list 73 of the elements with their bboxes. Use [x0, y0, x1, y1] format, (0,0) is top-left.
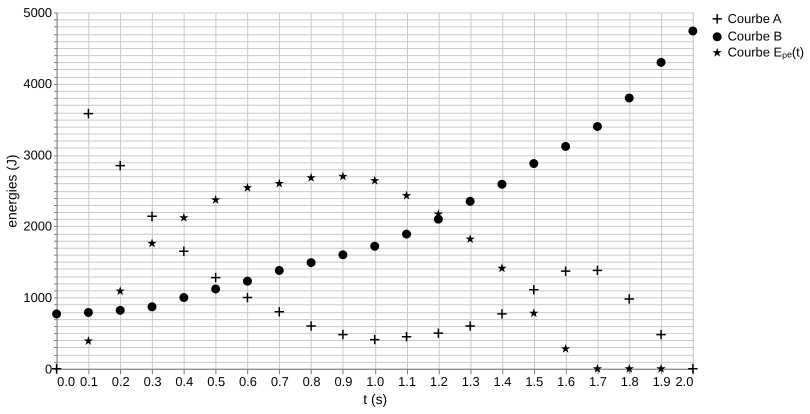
point: [624, 294, 635, 304]
point: [656, 329, 667, 340]
point: [624, 93, 634, 102]
x-tick-label: 1.9: [652, 374, 671, 390]
point: [370, 242, 380, 251]
point: [210, 272, 222, 284]
point: [369, 334, 380, 346]
point: [687, 363, 698, 374]
point: [148, 302, 157, 312]
x-tick-label: 0.9: [334, 374, 352, 390]
point: [242, 276, 252, 286]
point: [401, 331, 412, 342]
point: [529, 159, 538, 168]
y-tick-label: 3000: [23, 147, 52, 162]
x-tick-label: 1.5: [525, 374, 544, 390]
point: [178, 246, 190, 257]
point: [528, 284, 540, 296]
point: [338, 250, 348, 260]
x-tick-label: 1.8: [620, 374, 639, 390]
x-tick-label: 0.3: [144, 374, 162, 390]
x-tick-label: 1.6: [557, 374, 576, 390]
point: [306, 258, 316, 268]
y-axis-title: energies (J): [3, 154, 20, 228]
point: [560, 266, 572, 277]
point: [211, 284, 220, 294]
x-tick-label: 1.1: [398, 374, 416, 390]
x-tick-label: 0.1: [80, 374, 98, 390]
point: [497, 180, 506, 189]
y-tick-label: 4000: [23, 76, 52, 92]
point: [464, 320, 476, 332]
x-tick-label: 1.7: [588, 374, 607, 390]
point: [179, 293, 188, 302]
point: [656, 58, 666, 67]
point: [274, 306, 285, 318]
x-tick-label: 1.0: [366, 374, 384, 390]
point: [116, 306, 125, 315]
y-tick-label: 1000: [23, 290, 52, 305]
point: [274, 266, 284, 275]
point: [337, 329, 348, 340]
y-tick-label: 0: [44, 361, 52, 376]
y-tick-label: 2000: [23, 218, 52, 234]
point: [561, 142, 570, 151]
point: [592, 264, 603, 276]
x-tick-label: 0.8: [302, 374, 321, 390]
point: [242, 292, 253, 303]
legend-label: Courbe Eₚₑ(t): [728, 44, 804, 61]
x-tick-label: 1.3: [462, 374, 480, 390]
point: [82, 108, 94, 120]
x-tick-label: 1.2: [430, 374, 448, 390]
y-tick-label: 5000: [23, 4, 52, 20]
legend-label: Courbe A: [728, 10, 782, 26]
point: [592, 122, 602, 131]
point: [306, 320, 317, 332]
point: [688, 26, 698, 36]
x-tick-label: 0.0: [57, 374, 75, 390]
point: [432, 328, 444, 339]
point: [146, 210, 158, 222]
x-axis-title: t (s): [363, 391, 388, 408]
point: [84, 308, 93, 317]
point: [496, 308, 508, 320]
x-tick-label: 0.4: [175, 374, 194, 390]
legend-label: Courbe B: [728, 28, 782, 44]
point: [114, 160, 126, 172]
x-tick-label: 0.2: [112, 374, 130, 390]
x-tick-label: 2.0: [675, 374, 694, 390]
point: [466, 196, 475, 206]
point: [402, 230, 412, 239]
x-tick-label: 1.4: [494, 374, 512, 390]
x-tick-label: 0.5: [207, 374, 226, 390]
x-tick-label: 0.6: [239, 374, 257, 390]
point: [51, 363, 62, 374]
point: [52, 309, 62, 318]
x-tick-label: 0.7: [270, 374, 289, 390]
